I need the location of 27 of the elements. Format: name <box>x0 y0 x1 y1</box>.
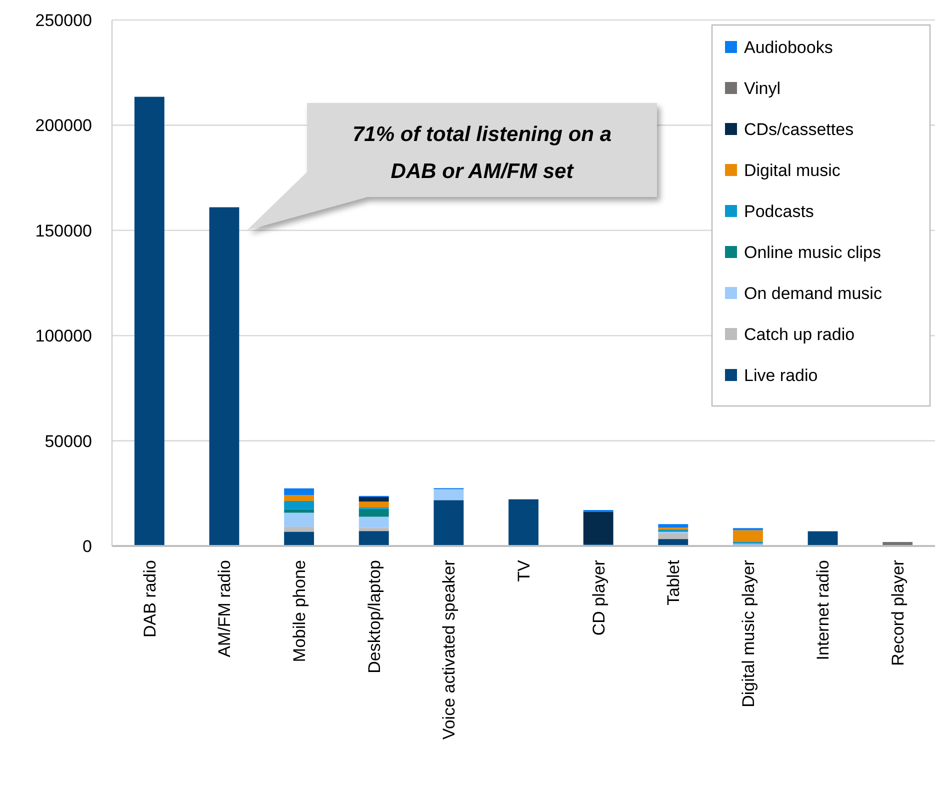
legend-label: Vinyl <box>744 78 781 98</box>
legend-label: CDs/cassettes <box>744 120 854 139</box>
y-tick-label: 0 <box>82 536 92 556</box>
x-tick-label: TV <box>514 559 534 582</box>
legend-label: Digital music <box>744 160 841 180</box>
x-tick-label: Desktop/laptop <box>364 560 384 674</box>
legend-label: Audiobooks <box>744 38 833 57</box>
x-tick-label: Voice activated speaker <box>440 560 459 740</box>
y-tick-label: 200000 <box>35 116 92 136</box>
y-tick-label: 50000 <box>44 432 92 451</box>
legend-label: On demand music <box>744 284 882 303</box>
legend-label: Podcasts <box>744 202 814 221</box>
x-tick-label: DAB radio <box>140 560 160 638</box>
annotation: 71% of total listening on a DAB or AM/FM set <box>352 123 612 183</box>
x-tick-label: Tablet <box>664 560 684 606</box>
x-tick-label: AM/FM radio <box>215 560 234 658</box>
legend-label: Live radio <box>744 366 818 385</box>
x-tick-label: Mobile phone <box>290 560 309 662</box>
x-tick-label: Record player <box>888 560 908 666</box>
x-tick-label: CD player <box>589 560 608 636</box>
y-tick-label: 150000 <box>35 221 92 240</box>
legend-label: Online music clips <box>744 242 881 262</box>
y-tick-label: 100000 <box>35 326 92 346</box>
legend-label: Catch up radio <box>744 324 855 344</box>
x-tick-label: Internet radio <box>814 560 833 660</box>
x-tick-label: Digital music player <box>738 560 758 708</box>
y-tick-label: 250000 <box>35 10 92 30</box>
